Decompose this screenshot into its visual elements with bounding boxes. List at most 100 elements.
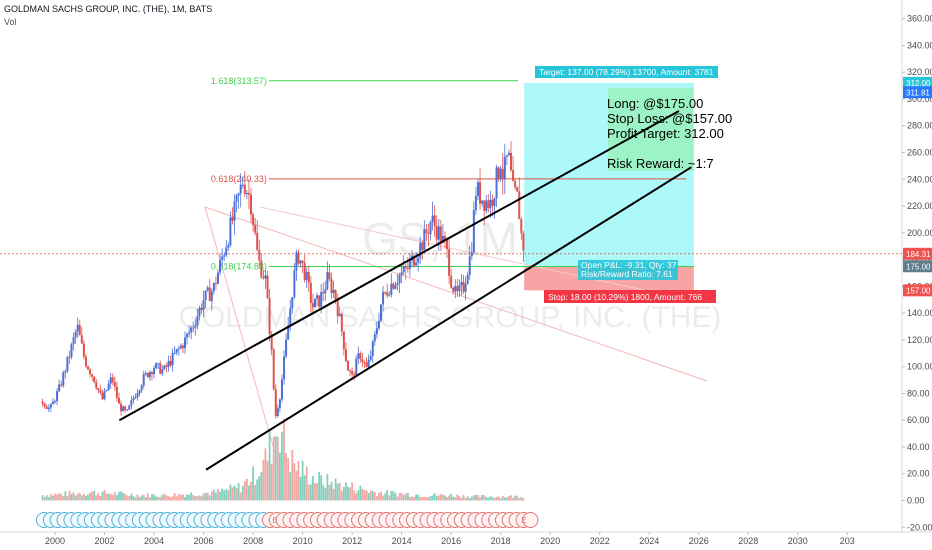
candle-body — [384, 292, 387, 294]
candle-body — [355, 358, 358, 375]
annotation-line: Long: @$175.00 — [607, 96, 703, 111]
candle-body — [501, 168, 504, 180]
candle-body — [146, 372, 149, 378]
volume-bar — [128, 496, 131, 501]
candle-body — [49, 404, 52, 408]
volume-bar — [188, 494, 191, 501]
symbol-title[interactable]: GOLDMAN SACHS GROUP, INC. (THE), 1M, BAT… — [4, 4, 213, 14]
volume-bar — [122, 492, 124, 501]
volume-bar — [477, 494, 479, 501]
candle-body — [126, 409, 129, 411]
volume-bar — [423, 496, 426, 501]
candle-body — [266, 275, 269, 299]
y-tick-label: 200.00 — [907, 228, 932, 238]
y-tick-label: 100.00 — [907, 362, 932, 372]
candle-body — [311, 302, 314, 308]
volume-bar — [62, 495, 65, 501]
volume-bar — [179, 494, 182, 501]
y-tick-label: 240.00 — [907, 174, 932, 184]
volume-bar — [105, 493, 108, 501]
candle-body — [285, 339, 288, 357]
y-tick-label: -20.00 — [907, 522, 932, 532]
x-tick-label: 203 — [840, 536, 855, 546]
volume-bar — [208, 495, 211, 501]
volume-bar — [518, 498, 521, 501]
volume-bar — [109, 493, 112, 501]
volume-bar — [274, 436, 277, 501]
volume-bar — [442, 494, 444, 501]
volume-bar — [429, 496, 432, 501]
candle-body — [56, 391, 59, 402]
candle-body — [489, 199, 492, 209]
volume-bar — [378, 492, 380, 501]
x-tick-label: 2020 — [540, 536, 560, 546]
candle-body — [400, 272, 403, 276]
volume-label[interactable]: Vol — [4, 17, 17, 27]
volume-bar — [89, 492, 91, 501]
candle-body — [250, 194, 253, 215]
annotation-line: Risk Reward: ~1:7 — [607, 156, 714, 171]
candle-body — [522, 233, 525, 251]
y-tick-label: 360.00 — [907, 14, 932, 24]
candle-body — [202, 300, 205, 310]
candle-body — [183, 337, 186, 349]
candle-body — [169, 361, 172, 366]
candle-body — [262, 277, 265, 279]
volume-bar — [297, 460, 300, 501]
volume-bar — [93, 490, 96, 501]
candle-body — [163, 365, 166, 370]
volume-bar — [217, 489, 219, 501]
candle-body — [446, 240, 449, 250]
candle-body — [509, 152, 512, 171]
candle-body — [82, 343, 85, 357]
candle-body — [351, 371, 354, 375]
volume-bar — [163, 493, 166, 501]
candle-body — [93, 376, 96, 383]
candle-body — [454, 286, 457, 292]
volume-bar — [120, 491, 122, 501]
volume-bar — [266, 460, 269, 501]
volume-bar — [483, 495, 486, 501]
volume-bar — [239, 492, 242, 501]
candle-body — [47, 407, 50, 409]
volume-bar — [398, 492, 401, 501]
volume-bar — [287, 457, 290, 501]
candle-body — [51, 401, 54, 405]
candle-body — [196, 316, 199, 326]
volume-bar — [254, 484, 257, 501]
candle-body — [516, 187, 519, 192]
volume-bar — [489, 496, 492, 501]
y-tick-label: 80.00 — [907, 388, 930, 398]
candle-body — [280, 379, 283, 400]
candle-body — [245, 193, 248, 195]
candle-body — [237, 193, 240, 196]
y-tick-label: 280.00 — [907, 121, 932, 131]
candle-body — [144, 372, 147, 375]
volume-bar — [78, 492, 81, 501]
candle-body — [175, 349, 178, 353]
volume-bar — [56, 494, 58, 501]
candle-body — [64, 371, 67, 373]
volume-bar — [80, 495, 83, 501]
volume-bar — [192, 495, 195, 501]
volume-bar — [361, 488, 364, 501]
x-tick-label: 2012 — [342, 536, 362, 546]
volume-bar — [499, 498, 502, 501]
volume-bar — [437, 495, 440, 501]
candle-body — [117, 397, 120, 404]
candle-body — [179, 345, 182, 349]
candle-body — [221, 256, 224, 260]
candle-body — [134, 397, 137, 399]
volume-bar — [250, 481, 252, 501]
price-tag-box — [903, 284, 932, 297]
y-tick-label: 260.00 — [907, 147, 932, 157]
volume-bar — [314, 483, 316, 501]
volume-bar — [307, 484, 310, 501]
volume-bar — [194, 496, 197, 501]
x-axis[interactable]: 2000 2002 2004 2006 2008 2010 2012 2014 2016 2018… — [45, 532, 855, 546]
volume-bar — [330, 481, 333, 501]
volume-bar — [501, 496, 504, 501]
candle-body — [439, 226, 442, 243]
